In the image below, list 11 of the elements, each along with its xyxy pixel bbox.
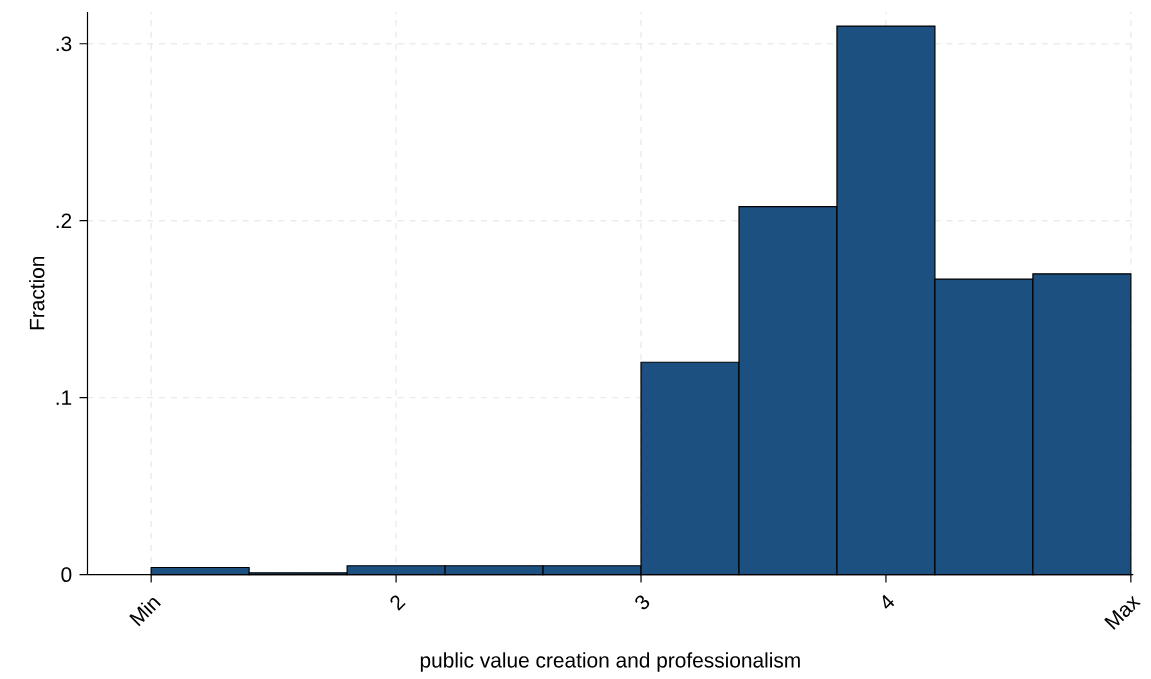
y-tick-label: .1	[56, 390, 72, 405]
x-tick-label: Max	[1104, 595, 1141, 630]
y-tick-label: .3	[56, 36, 72, 52]
y-axis-title: Fraction	[29, 257, 45, 330]
x-tick-label: 3	[635, 595, 650, 610]
y-tick-label: .2	[56, 213, 72, 229]
x-tick-label: Min	[129, 598, 161, 627]
x-tick-label: 2	[390, 595, 406, 611]
y-tick-label: 0	[61, 567, 72, 583]
x-tick-label: 4	[882, 594, 895, 609]
x-axis-title: public value creation and professionalism	[420, 652, 800, 672]
